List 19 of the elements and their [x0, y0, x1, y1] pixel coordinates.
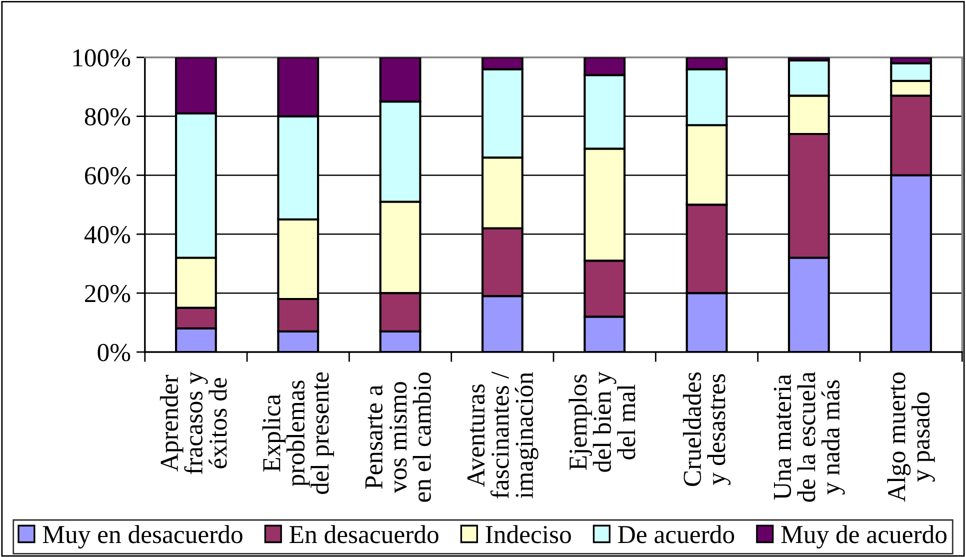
x-tick-label: Una materia de la escuela y nada más — [774, 372, 845, 502]
x-tick-label: Algo muerto y pasado — [887, 372, 935, 502]
legend-label: De acuerdo — [618, 525, 734, 544]
legend-label: Muy en desacuerdo — [42, 525, 242, 549]
x-tick-label: Pensarte a vos mismo en el cambio — [365, 372, 431, 502]
y-tick-label: 80% — [84, 108, 130, 126]
legend-label: En desacuerdo — [290, 525, 438, 544]
y-tick-label: 0% — [98, 344, 130, 362]
legend-label: Muy de acuerdo — [781, 525, 947, 549]
y-tick-label: 20% — [85, 284, 130, 302]
x-tick-label: Aventuras fascinantes / imaginación — [467, 371, 538, 498]
x-tick-label: Ejemplos del bien y del mal — [568, 372, 636, 472]
x-tick-label: Explica problemas del presente — [262, 372, 334, 494]
y-tick-label: 60% — [85, 167, 130, 184]
x-tick-label: Aprender fracasos y éxitos de — [160, 372, 227, 474]
x-tick-label: Crueldades y desastres — [682, 372, 731, 486]
y-tick-label: 40% — [84, 226, 130, 244]
y-tick-label: 100% — [73, 49, 130, 67]
legend-label: Indeciso — [486, 525, 571, 544]
